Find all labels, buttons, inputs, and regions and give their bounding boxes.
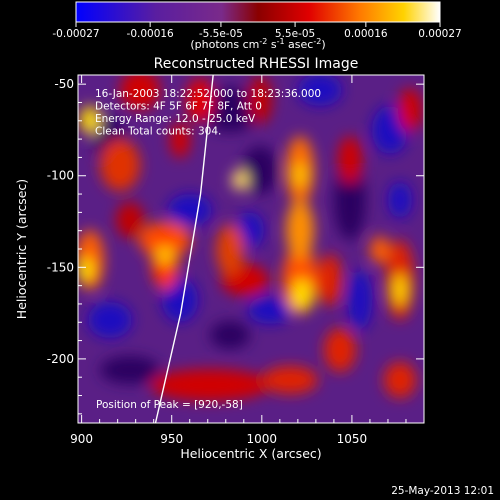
heat-blob (248, 76, 272, 124)
heat-blob (100, 139, 140, 191)
colorbar-unit-part: ) (321, 38, 325, 51)
heat-blob (100, 356, 160, 384)
heat-blob (262, 366, 318, 394)
heat-blob (236, 212, 264, 248)
heat-blob (334, 160, 366, 240)
colorbar-unit-part: -2 (259, 37, 267, 46)
heat-blob (80, 106, 100, 134)
colorbar-tick-label: 5.5e-05 (275, 28, 315, 40)
colorbar: -0.00027 -0.00016 -5.5e-05 5.5e-05 0.00016 0.… (52, 1, 462, 51)
annotations: 16-Jan-2003 18:22:52.000 to 18:23:36.000… (95, 88, 321, 138)
colorbar-tick-label: -5.5e-05 (199, 28, 243, 40)
heat-blob (292, 163, 308, 187)
heat-blob (168, 194, 212, 226)
colorbar-unit-part: s (267, 38, 276, 51)
heat-blob (370, 236, 390, 264)
colorbar-unit-part: -2 (313, 37, 321, 46)
colorbar-tick-label: -0.00027 (52, 28, 99, 40)
x-tick-label: 900 (70, 432, 93, 446)
x-tick-label: 950 (160, 432, 183, 446)
heat-blob (186, 78, 214, 122)
y-axis-label: Heliocentric Y (arcsec) (14, 179, 29, 319)
colorbar-tick-label: -0.00016 (127, 28, 175, 40)
heat-blob (286, 200, 314, 260)
colorbar-unit-part: -1 (277, 37, 285, 46)
colorbar-unit-part: asec (285, 38, 314, 51)
heat-blob (324, 328, 356, 372)
heat-blob (150, 369, 270, 401)
y-tick-label: -200 (47, 352, 74, 366)
heat-blob (155, 245, 175, 265)
colorbar-tick-label: 0.00016 (344, 28, 388, 40)
image-area (78, 75, 424, 423)
heat-blob (120, 75, 160, 110)
colorbar-gradient (75, 1, 441, 23)
heat-blob (200, 88, 260, 132)
heat-blob (232, 170, 248, 190)
heat-blob (88, 302, 132, 338)
heat-blob (388, 182, 412, 218)
x-axis-label: Heliocentric X (arcsec) (180, 446, 321, 461)
heat-blob (162, 278, 198, 322)
heat-blob (292, 279, 312, 311)
image-blobs (78, 75, 422, 401)
heat-blob (242, 146, 278, 194)
heat-blob (384, 362, 416, 398)
colorbar-tick-label: 0.00027 (418, 28, 461, 40)
annotation-line: 16-Jan-2003 18:22:52.000 to 18:23:36.000 (95, 88, 321, 100)
heat-blob (216, 224, 244, 276)
y-tick-label: -100 (47, 169, 74, 183)
colorbar-unit-part: (photons cm (190, 38, 259, 51)
heat-blob (116, 202, 144, 238)
heat-blob (392, 274, 408, 306)
heat-blob (338, 136, 362, 184)
solar-limb-line (154, 75, 214, 423)
colorbar-ticks: -0.00027 -0.00016 -5.5e-05 5.5e-05 0.00016 0.… (52, 22, 462, 40)
x-tick-label: 1000 (247, 432, 278, 446)
heat-blob (318, 254, 342, 306)
heat-blob (248, 296, 292, 324)
annotation-line: Energy Range: 12.0 - 25.0 keV (95, 113, 256, 125)
axis-ticks: 900 950 1000 1050 -50 -100 -150 -200 (47, 75, 425, 446)
y-tick-label: -150 (47, 260, 74, 274)
x-tick-label: 1050 (337, 432, 368, 446)
colorbar-unit-label: (photons cm-2 s-1 asec-2) (190, 37, 325, 51)
annotation-line: Clean Total counts: 304. (95, 126, 221, 138)
heat-blob (398, 88, 422, 132)
annotation-line: Detectors: 4F 5F 6F 7F 8F, Att 0 (95, 101, 262, 113)
y-tick-label: -50 (54, 77, 74, 91)
peak-position-label: Position of Peak = [920,-58] (96, 399, 243, 411)
heat-blob (78, 258, 94, 282)
heat-blob (348, 270, 372, 330)
chart-title: Reconstructed RHESSI Image (154, 56, 359, 72)
heat-blob (210, 321, 250, 349)
heat-blob (298, 75, 342, 106)
heat-blob (170, 122, 190, 158)
footer-timestamp: 25-May-2013 12:01 (391, 485, 494, 497)
